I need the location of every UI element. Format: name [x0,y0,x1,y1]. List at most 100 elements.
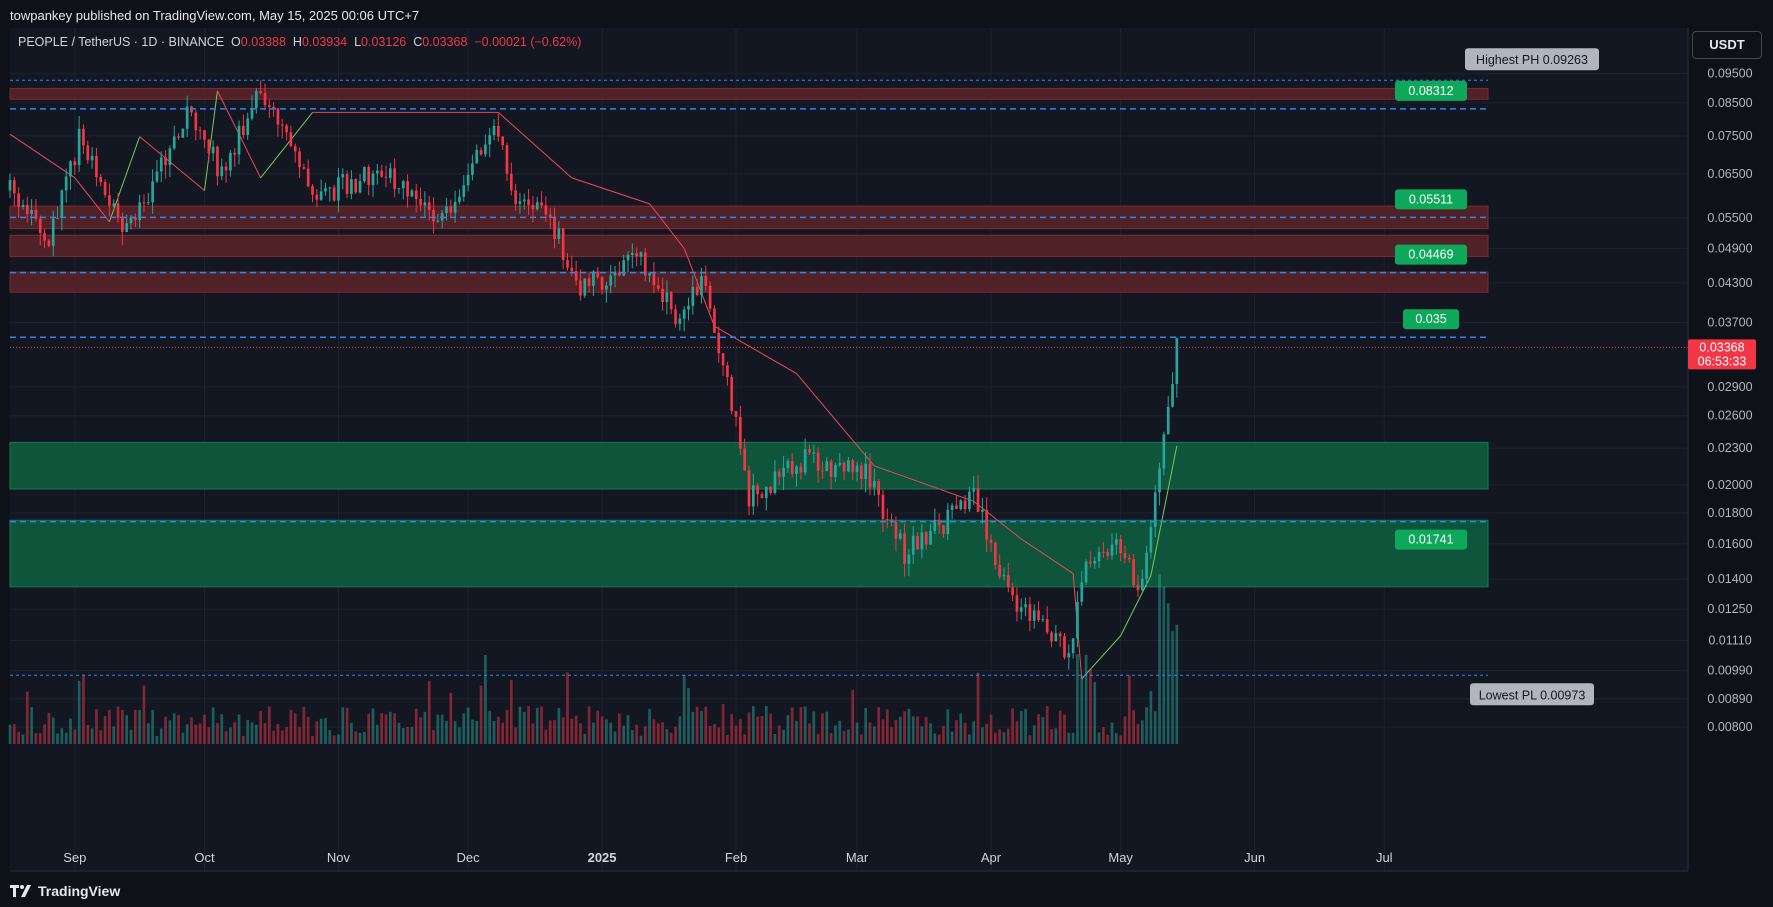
candle-body [285,125,288,133]
candle-body [674,309,677,324]
volume-bar [224,731,228,744]
price-axis[interactable]: 0.09500 0.08500 0.07500 0.06500 0.05500 0.049… [1707,67,1752,734]
volume-bar [432,729,435,744]
volume-bar [622,725,626,744]
volume-bar [1002,732,1006,744]
volume-bar [877,707,880,744]
candle-body [95,155,98,177]
candle-body [488,135,492,145]
volume-bar [955,720,958,744]
candle-body [306,168,310,187]
volume-bar [808,723,811,744]
candle-body [8,180,12,191]
x-tick-label: Feb [725,850,747,865]
volume-bar [860,734,863,744]
trailing-stop-segment [139,136,205,191]
volume-bar [51,717,55,744]
volume-bar [613,731,617,744]
volume-bar [354,731,358,744]
candle-body [146,202,150,204]
volume-bar [890,727,893,744]
candle-body [643,252,647,276]
trailing-stop-segment [260,112,313,179]
volume-bar [842,731,846,744]
candle-body [847,460,850,472]
price-chart[interactable]: 0.09500 0.08500 0.07500 0.06500 0.05500 0.049… [0,28,1773,876]
volume-bar [1127,675,1131,744]
volume-bar [764,706,768,744]
volume-bars [8,574,1179,744]
chart-area[interactable]: 0.09500 0.08500 0.07500 0.06500 0.05500 0.049… [0,28,1773,876]
x-tick-label: Sep [63,850,86,865]
candle-body [51,218,55,246]
candle-body [1158,468,1161,493]
candle-body [998,564,1001,577]
candle-body [963,500,967,510]
volume-bar [479,685,483,744]
volume-bar [544,729,548,744]
candle-body [315,194,319,200]
candle-body [237,125,241,155]
candle-body [613,272,617,276]
volume-bar [12,724,16,744]
volume-bar [259,711,262,744]
volume-bar [851,689,855,744]
trailing-stop-segment [571,177,650,205]
candle-body [1011,587,1014,596]
trailing-stop-segment [683,248,715,327]
y-tick-label: 0.06500 [1707,167,1752,181]
symbol-name[interactable]: PEOPLE / TetherUS · 1D · BINANCE [18,35,225,49]
volume-bar [600,716,604,744]
candle-body [587,278,591,286]
candle-body [108,195,111,206]
candle-body [1058,633,1062,637]
candle-body [570,267,574,272]
volume-bar [237,714,241,744]
tradingview-brand[interactable]: TradingView [10,883,120,899]
volume-bar [981,727,984,744]
close-label: C [413,35,423,49]
volume-bar [968,734,971,744]
volume-bar [393,713,396,744]
time-axis[interactable]: Sep Oct Nov Dec 2025 Feb Mar Apr May Jun Jul [63,850,1392,865]
resistance-zone [9,87,1489,100]
candle-body [1089,561,1092,564]
volume-bar [1089,668,1092,744]
candle-body [1123,553,1127,558]
volume-bar [713,724,716,744]
candle-body [1127,557,1131,560]
candle-body [509,173,513,191]
candle-body [1045,619,1049,633]
currency-button[interactable]: USDT [1692,31,1762,59]
candle-body [751,485,755,507]
candle-body [924,532,928,545]
candle-body [1050,632,1053,642]
volume-bar [345,707,349,744]
volume-bar [1028,735,1032,744]
volume-bar [721,703,725,744]
candle-body [220,166,224,177]
levels [10,79,1688,676]
candle-body [475,149,479,164]
candle-body [1102,551,1105,553]
candle-body [635,252,638,257]
support-zone [9,519,1489,588]
volume-bar [1106,734,1110,744]
candle-body [721,353,725,366]
volume-bar [302,706,306,744]
volume-bar [527,706,530,744]
volume-bar [453,721,457,744]
candle-body [328,187,332,189]
volume-bar [907,708,911,744]
candle-body [764,486,768,499]
volume-bar [704,706,708,744]
volume-bar [561,717,565,744]
candle-body [864,463,868,479]
volume-bar [471,719,474,744]
volume-bar [1123,716,1127,744]
level-label-text: 0.05511 [1409,192,1453,206]
volume-bar [643,726,647,744]
level-label-box [1395,80,1467,101]
y-tick-label: 0.02900 [1707,380,1752,394]
volume-bar [751,706,755,744]
